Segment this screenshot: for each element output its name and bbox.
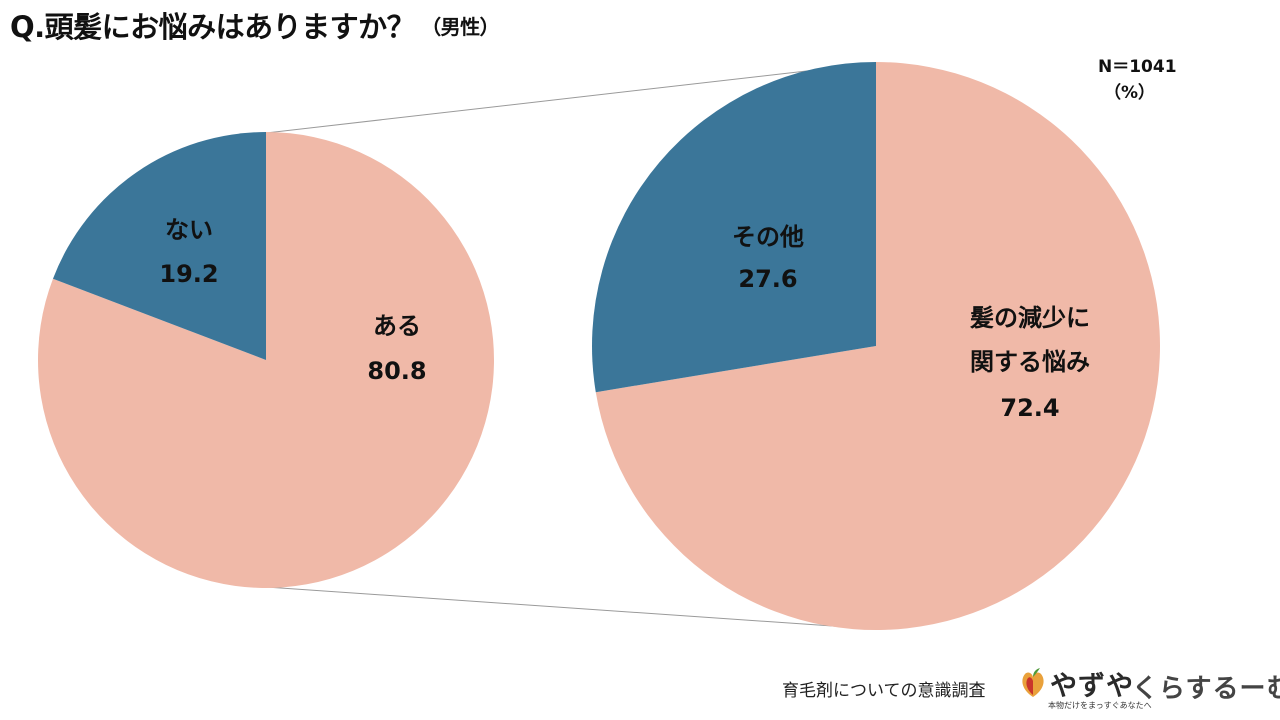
pie2-slice-hair-loss [595,62,1161,630]
pie1-slice-label-aru: ある [373,312,421,340]
chart-subtitle: （男性） [421,15,500,39]
survey-name: 育毛剤についての意識調査 [782,681,986,701]
pie2-slice-sonota [591,62,876,393]
pie2-slice-label-line1: 髪の減少に [969,304,1090,332]
pie2-slice-value-hair-loss: 72.4 [1000,394,1059,422]
pie2-slice-label-sonota: その他 [732,223,804,251]
sample-size: N＝1041 [1098,57,1177,77]
connector-line-top [265,62,877,134]
pie-main [37,132,495,589]
pie2-slice-label-line2: 関する悩み [970,348,1090,376]
kurasuroom-logo: くらするーむ [1132,674,1280,704]
pie1-slice-label-nai: ない [165,216,213,244]
pie1-slice-aru [37,132,495,589]
pie2-slice-value-sonota: 27.6 [738,265,797,293]
sample-info: N＝1041 （%） [1098,54,1177,106]
pie-breakdown [591,62,1161,630]
chart-title: Q.頭髪にお悩みはありますか？ [10,10,416,44]
pie1-slice-nai [52,132,267,360]
page-title: Q.頭髪にお悩みはありますか？ （男性） [10,4,500,46]
pie1-slice-value-nai: 19.2 [159,260,218,288]
yazuya-tagline: 本物だけをまっすぐあなたへ [1048,701,1152,710]
yazuya-mark-icon [1022,668,1044,697]
connector-line-bottom [265,586,877,630]
unit-label: （%） [1104,83,1156,103]
pie-of-pie-chart: ある 80.8 ない 19.2 その他 27.6 髪の減少に 関する悩み 72.… [37,62,1161,630]
yazuya-logo: やずや 本物だけをまっすぐあなたへ [1018,664,1152,714]
pie1-slice-value-aru: 80.8 [367,357,426,385]
yazuya-logo-text: やずや [1050,671,1134,702]
